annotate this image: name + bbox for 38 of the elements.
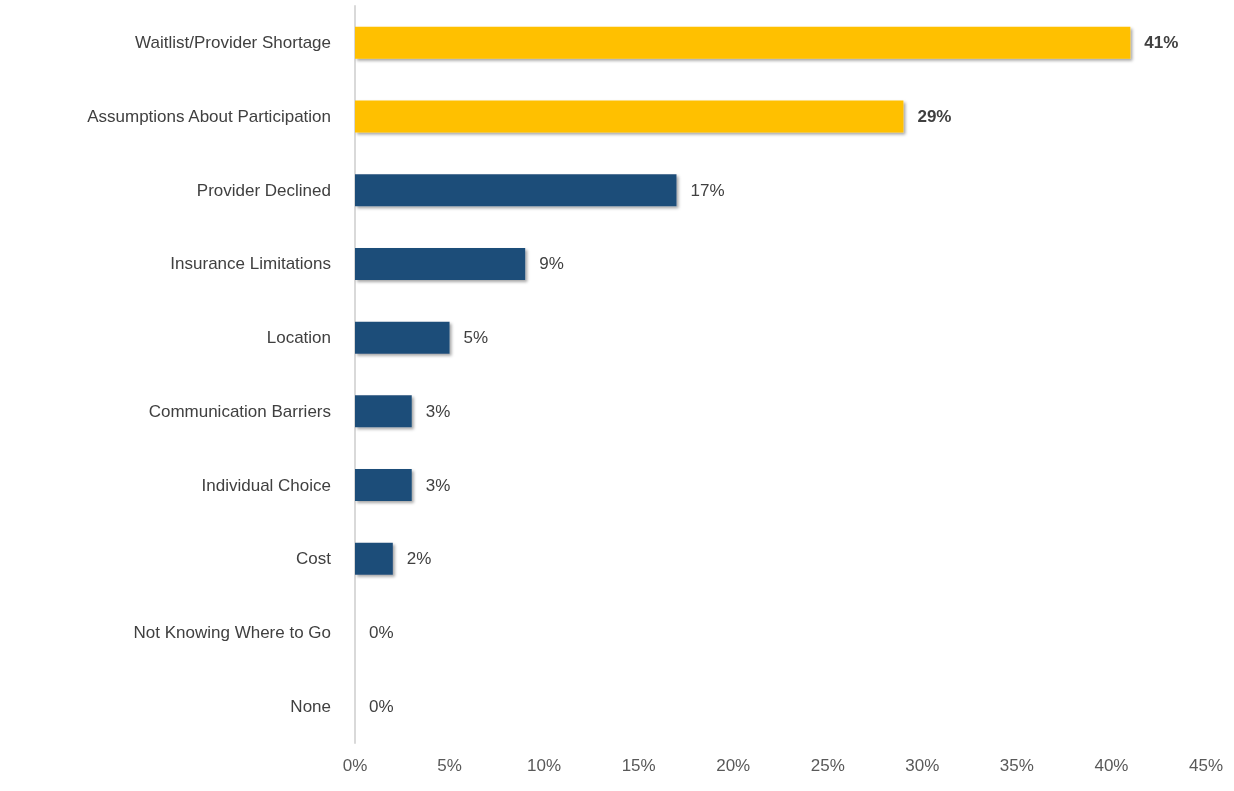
bar <box>355 321 450 354</box>
y-tick-label: Communication Barriers <box>148 401 331 421</box>
x-tick-label: 30% <box>905 756 940 775</box>
data-label: 0% <box>369 696 394 716</box>
data-label: 17% <box>690 180 725 200</box>
y-tick-label: Cost <box>296 549 332 569</box>
bar <box>355 100 904 133</box>
x-tick-label: 45% <box>1188 756 1224 775</box>
x-tick-label: 15% <box>621 756 656 775</box>
y-tick-label: None <box>290 696 331 716</box>
data-label: 5% <box>463 328 489 348</box>
y-tick-label: Individual Choice <box>201 475 331 495</box>
y-tick-label: Provider Declined <box>196 180 331 200</box>
data-label: 2% <box>406 549 432 569</box>
bar <box>355 174 677 207</box>
y-tick-label: Location <box>266 328 331 348</box>
x-tick-label: 5% <box>437 756 462 775</box>
x-tick-label: 40% <box>1094 756 1129 775</box>
y-tick-label: Not Knowing Where to Go <box>133 622 331 642</box>
x-tick-label: 20% <box>716 756 751 775</box>
y-tick-label: Insurance Limitations <box>170 254 331 274</box>
bar <box>355 469 412 502</box>
bar <box>355 247 526 280</box>
x-tick-label: 0% <box>342 756 368 775</box>
y-tick-label: Waitlist/Provider Shortage <box>135 33 331 53</box>
data-label: 9% <box>539 254 564 274</box>
bar <box>355 26 1131 59</box>
bar <box>355 542 393 575</box>
data-label: 41% <box>1144 33 1179 53</box>
data-label: 3% <box>425 401 451 421</box>
data-label: 0% <box>369 622 394 642</box>
x-tick-label: 35% <box>999 756 1034 775</box>
x-tick-label: 25% <box>810 756 845 775</box>
data-label: 3% <box>425 475 451 495</box>
y-tick-label: Assumptions About Participation <box>87 107 331 127</box>
bar <box>355 395 412 428</box>
x-tick-label: 10% <box>527 756 562 775</box>
data-label: 29% <box>917 107 952 127</box>
